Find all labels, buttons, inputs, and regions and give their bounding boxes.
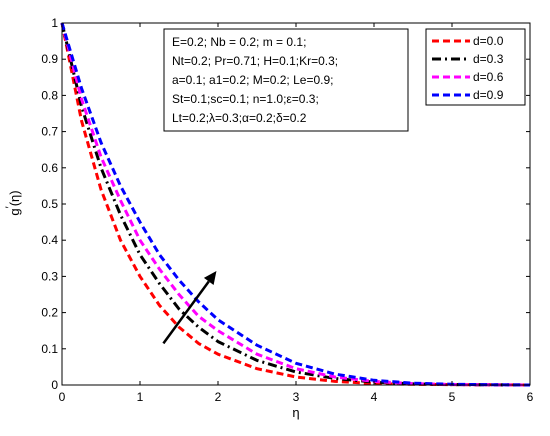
annotation-line: a=0.1; a1=0.2; M=0.2; Le=0.9;: [172, 73, 333, 87]
y-tick-label: 1: [51, 16, 58, 30]
y-axis-label: g′(η): [4, 190, 22, 215]
trend-arrow: [162, 270, 217, 345]
x-tick-label: 0: [59, 390, 66, 404]
y-axis-label-main: g: [7, 208, 22, 215]
legend-frame: [425, 28, 526, 106]
svg-text:g′(η): g′(η): [4, 190, 22, 215]
y-tick-label: 0.5: [41, 197, 58, 211]
x-tick-label: 6: [527, 390, 534, 404]
x-tick-label: 4: [371, 390, 378, 404]
series-line-d-0-9: [60, 22, 531, 387]
arrow-head: [203, 270, 217, 286]
y-tick-label: 0.2: [41, 306, 58, 320]
annotation-line: St=0.1;sc=0.1; n=1.0;ε=0.3;: [172, 92, 319, 106]
legend-label: d=0.0: [473, 34, 504, 48]
y-axis-ticks: 0 0.1 0.2 0.3 0.4 0.5 0.6 0.7 0.8 0.9 1: [41, 16, 530, 392]
legend-label: d=0.6: [473, 70, 504, 84]
legend: d=0.0 d=0.3 d=0.6 d=0.9: [425, 28, 526, 106]
series-curves: [60, 22, 531, 387]
x-tick-label: 2: [215, 390, 222, 404]
y-tick-label: 0.1: [41, 342, 58, 356]
x-tick-label: 5: [449, 390, 456, 404]
parameter-annotation: E=0.2; Nb = 0.2; m = 0.1; Nt=0.2; Pr=0.7…: [163, 28, 409, 132]
y-tick-label: 0.9: [41, 52, 58, 66]
legend-label: d=0.9: [473, 88, 504, 102]
y-axis-label-prime: ′: [4, 206, 16, 208]
annotation-line: Lt=0.2;λ=0.3;α=0.2;δ=0.2: [172, 111, 307, 125]
y-axis-label-arg: (η): [7, 190, 22, 206]
y-tick-label: 0.3: [41, 269, 58, 283]
annotation-line: E=0.2; Nb = 0.2; m = 0.1;: [172, 35, 306, 49]
series-line-d-0-0: [60, 22, 531, 387]
annotation-frame: [163, 28, 409, 132]
x-tick-label: 1: [137, 390, 144, 404]
x-axis-ticks: 0 1 2 3 4 5 6: [59, 23, 534, 404]
y-tick-label: 0.6: [41, 161, 58, 175]
x-tick-label: 3: [293, 390, 300, 404]
legend-label: d=0.3: [473, 52, 504, 66]
series-line-d-0-6: [60, 22, 531, 387]
y-tick-label: 0.4: [41, 233, 58, 247]
y-tick-label: 0: [51, 378, 58, 392]
arrow-shaft: [162, 280, 210, 345]
annotation-line: Nt=0.2; Pr=0.71; H=0.1;Kr=0.3;: [172, 54, 338, 68]
y-tick-label: 0.7: [41, 125, 58, 139]
y-tick-label: 0.8: [41, 88, 58, 102]
x-axis-label: η: [292, 405, 299, 420]
